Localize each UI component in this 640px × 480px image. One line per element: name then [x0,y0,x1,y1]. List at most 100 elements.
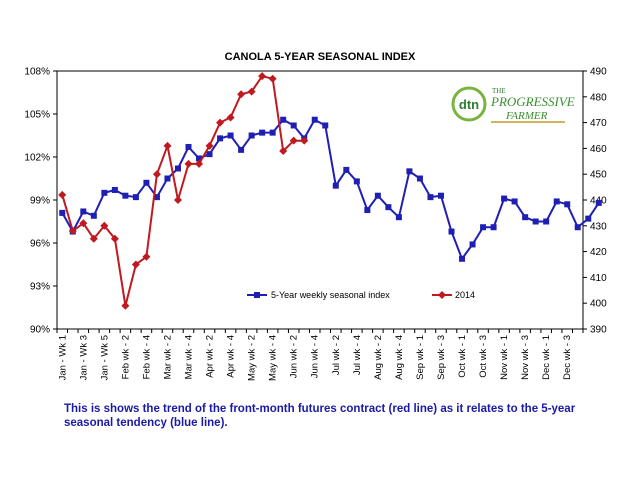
x-tick-label: Aug wk - 2 [373,335,384,380]
data-point-index [153,194,160,201]
data-point-2014 [226,113,235,122]
right-tick-label: 460 [590,144,607,155]
data-point-2014 [89,234,98,243]
data-point-index [427,194,434,201]
left-tick-label: 108% [24,67,50,78]
data-point-2014 [100,221,109,230]
data-point-index [332,182,339,189]
right-tick-label: 410 [590,273,607,284]
data-point-2014 [279,146,288,155]
data-point-index [522,214,529,221]
left-axis: 90% 93% 96% 99% 102% 105% 108% [24,67,57,336]
right-tick-label: 480 [590,92,607,103]
x-tick-label: May wk - 2 [247,335,258,381]
data-point-index [259,129,266,136]
data-point-index [395,214,402,221]
data-point-2014 [110,234,119,243]
x-tick-label: Nov wk - 1 [499,335,510,380]
data-point-index [206,151,213,158]
x-tick-label: Apr wk - 2 [205,335,216,378]
data-point-index [143,179,150,186]
data-point-index [459,255,466,262]
data-point-index [322,122,329,129]
data-point-index [564,201,571,208]
left-tick-label: 90% [30,325,50,336]
data-point-2014 [237,90,246,99]
data-point-2014 [68,226,77,235]
data-point-2014 [247,87,256,96]
x-tick-label: Jul wk - 2 [331,335,342,375]
x-tick-label: Dec wk - 3 [562,335,573,380]
data-point-index [511,198,518,205]
data-point-2014 [58,190,67,199]
right-axis: 390400410420430440450460470480490 [583,67,607,336]
logo-the: THE [492,87,506,95]
data-point-index [543,218,550,225]
data-point-index [196,155,203,162]
data-point-index [111,186,118,193]
data-point-2014 [268,74,277,83]
data-point-2014 [205,141,214,150]
data-point-2014 [216,118,225,127]
data-point-2014 [184,159,193,168]
left-tick-label: 105% [24,110,50,121]
data-point-index [480,224,487,231]
left-tick-label: 102% [24,153,50,164]
data-point-2014 [152,170,161,179]
data-point-index [406,168,413,175]
data-point-index [290,122,297,129]
data-point-index [364,207,371,214]
logo-progressive: PROGRESSIVE [490,94,575,109]
x-tick-label: May wk - 4 [268,335,279,381]
x-tick-label: Nov wk - 3 [520,335,531,380]
right-tick-label: 430 [590,221,607,232]
data-point-index [238,146,245,153]
x-tick-label: Jan - Wk 3 [78,335,89,380]
data-point-index [585,215,592,222]
data-point-index [164,175,171,182]
x-tick-label: Jan - Wk 5 [99,335,110,380]
x-tick-label: Jun wk - 2 [289,335,300,378]
right-tick-label: 490 [590,67,607,78]
data-point-index [490,224,497,231]
data-point-index [174,165,181,172]
right-tick-label: 400 [590,299,607,310]
data-point-2014 [131,260,140,269]
x-tick-label: Feb wk - 2 [120,335,131,379]
data-point-2014 [300,136,309,145]
right-tick-label: 420 [590,247,607,258]
x-tick-label: Aug wk - 4 [394,335,405,380]
data-point-index [280,116,287,123]
x-tick-label: Sep wk - 3 [436,335,447,380]
progressive-farmer-logo: dtn THE PROGRESSIVE FARMER [451,86,575,123]
dtn-logo-text: dtn [459,97,479,112]
data-point-index [374,192,381,199]
data-point-2014 [142,252,151,261]
data-point-index [385,204,392,211]
chart-caption: This is shows the trend of the front-mon… [64,403,576,429]
data-point-index [353,178,360,185]
data-point-index [595,199,602,206]
data-point-2014 [163,141,172,150]
data-point-index [501,195,508,202]
left-tick-label: 99% [30,196,50,207]
right-tick-label: 390 [590,325,607,336]
data-point-index [437,192,444,199]
data-point-index [248,132,255,139]
x-tick-label: Sep wk - 1 [415,335,426,380]
right-tick-label: 450 [590,170,607,181]
x-tick-label: Mar wk - 4 [184,335,195,379]
x-axis: Jan - Wk 1 Jan - Wk 3 Jan - Wk 5 Feb wk - 2… [56,329,584,381]
left-tick-label: 93% [30,282,50,293]
data-point-index [80,208,87,215]
x-tick-label: Jan - Wk 1 [57,335,68,380]
data-point-index [553,198,560,205]
legend-label-2014: 2014 [455,290,475,300]
data-point-2014 [289,136,298,145]
legend: 5-Year weekly seasonal index 2014 [247,290,475,300]
data-point-index [469,241,476,248]
data-point-2014 [195,159,204,168]
x-tick-label: Mar wk - 2 [162,335,173,379]
chart-title: CANOLA 5-YEAR SEASONAL INDEX [225,51,416,63]
